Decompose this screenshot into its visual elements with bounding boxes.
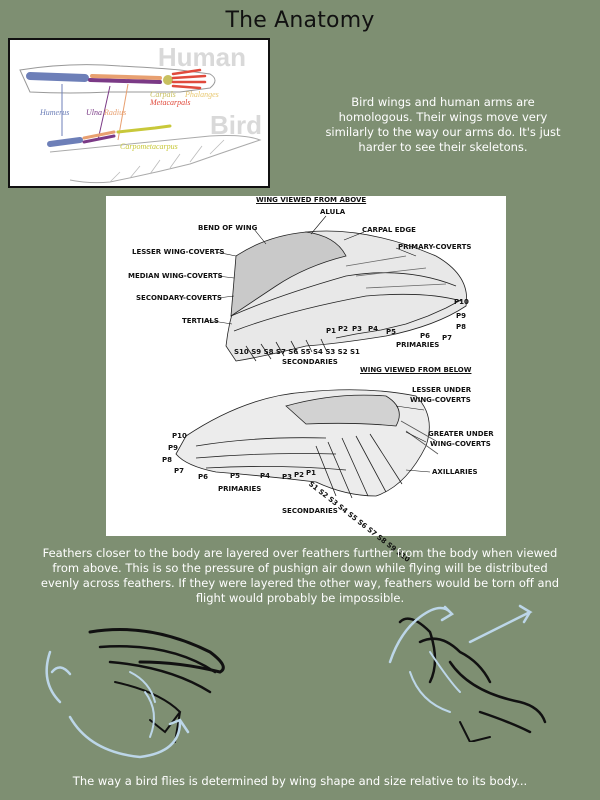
phalanges-label: Phalanges [185,90,219,99]
humerus-label: Humerus [40,108,70,117]
intro-paragraph: Bird wings and human arms are homologous… [325,95,561,154]
above-secondaries-label: SECONDARIES [282,358,338,366]
below-p4: P4 [260,472,271,480]
below-p2: P2 [294,471,305,479]
below-p10: P10 [172,432,187,440]
carpals-label: Carpals [150,90,176,99]
below-p5: P5 [230,472,241,480]
arm-wing-anatomy-figure: Human Bird Carpals Phalanges Metacarpals… [8,38,270,188]
above-p2: P2 [338,325,349,333]
above-p5: P5 [386,328,397,336]
median-wing-coverts-label: MEDIAN WING-COVERTS [128,272,223,280]
below-primaries-label: PRIMARIES [218,485,262,493]
footer-note: The way a bird flies is determined by wi… [72,774,528,788]
alula-label: ALULA [320,208,346,216]
greater-under-coverts-label-2: WING-COVERTS [430,440,491,448]
below-p3: P3 [282,473,293,481]
bird-label: Bird [210,110,262,140]
above-p4: P4 [368,325,379,333]
wing-upstroke-sketch [388,604,547,742]
lesser-under-coverts-label-1: LESSER UNDER [412,386,472,394]
below-p1: P1 [306,469,317,477]
below-p8: P8 [162,456,173,464]
lesser-under-coverts-label-2: WING-COVERTS [410,396,471,404]
tertials-label: TERTIALS [182,317,219,325]
greater-under-coverts-label-1: GREATER UNDER [428,430,494,438]
above-p8: P8 [456,323,467,331]
above-p6: P6 [420,332,431,340]
above-p10: P10 [454,298,469,306]
below-p9: P9 [168,444,179,452]
carpal-edge-label: CARPAL EDGE [362,226,416,234]
above-secondaries-run: S10 S9 S8 S7 S6 S5 S4 S3 S2 S1 [234,348,360,356]
above-primaries-label: PRIMARIES [396,341,440,349]
above-p1: P1 [326,327,337,335]
wing-above-heading: WING VIEWED FROM ABOVE [256,196,367,204]
primary-coverts-label: PRIMARY-COVERTS [398,243,472,251]
above-p7: P7 [442,334,453,342]
wing-downstroke-sketch [45,628,225,759]
wing-below-heading: WING VIEWED FROM BELOW [360,366,472,374]
below-secondaries-label: SECONDARIES [282,507,338,515]
above-p9: P9 [456,312,467,320]
radius-label: Radius [104,108,127,117]
secondary-coverts-label: SECONDARY-COVERTS [136,294,222,302]
wing-feather-diagram: WING VIEWED FROM ABOVE ALULA CARPAL EDGE… [106,196,506,564]
wing-below-drawing [175,389,439,499]
page-title: The Anatomy [225,8,375,33]
above-p3: P3 [352,325,363,333]
lesser-wing-coverts-label: LESSER WING-COVERTS [132,248,225,256]
bend-of-wing-label: BEND OF WING [198,224,258,232]
below-p7: P7 [174,467,185,475]
feather-layering-caption: Feathers closer to the body are layered … [40,546,560,605]
human-label: Human [157,42,246,72]
ulna-label: Ulna [86,108,102,117]
wing-above-drawing [225,230,468,362]
below-p6: P6 [198,473,209,481]
arm-wing-skeleton-drawing [19,64,262,184]
axillaries-label: AXILLARIES [432,468,478,476]
metacarpals-label: Metacarpals [150,98,191,107]
wing-drawings [175,215,468,499]
carpometacarpus-label: Carpometacarpus [120,142,178,151]
